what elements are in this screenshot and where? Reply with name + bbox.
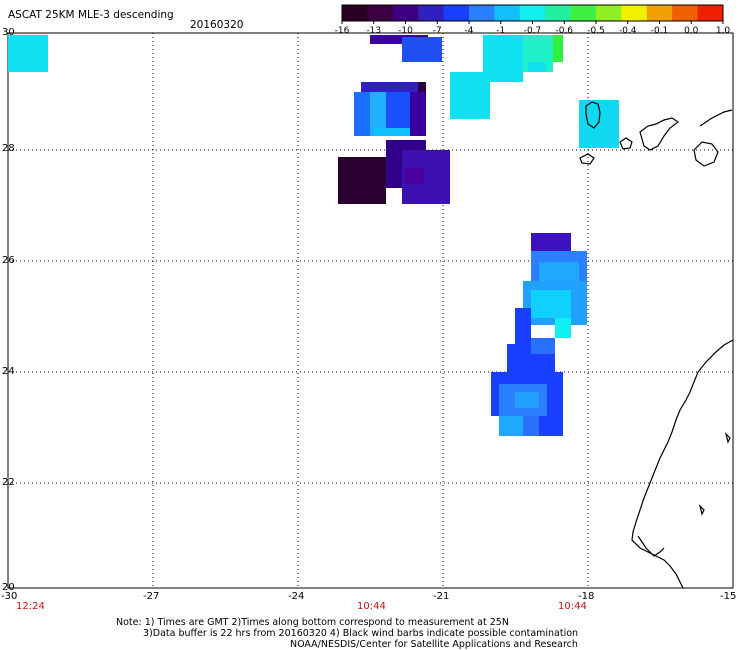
cell <box>553 35 563 62</box>
colorbar-swatch <box>545 5 572 21</box>
colorbar-tick-label: -10 <box>398 26 413 36</box>
product-title: ASCAT 25KM MLE-3 descending <box>8 9 174 21</box>
colorbar-tick-label: -7 <box>433 26 442 36</box>
lat-label-30: 30 <box>2 27 15 38</box>
colorbar-tick-label: 0.0 <box>684 26 699 36</box>
cell <box>450 72 490 119</box>
colorbar-tick-label: -0.1 <box>651 26 669 36</box>
lon-label-24: -24 <box>288 591 305 602</box>
colorbar: -16 -13 -10 -7 -4 -1 -0.7 -0.6 -0.5 -0.4 -0.1 0.0 1.… <box>335 4 731 36</box>
african-coast <box>631 339 734 589</box>
cell <box>338 157 386 204</box>
colorbar-swatch <box>570 5 597 21</box>
cell <box>531 233 571 251</box>
island-tenerife <box>639 117 680 151</box>
island-gran-canaria <box>693 141 719 167</box>
colorbar-tick-label: -0.6 <box>555 26 573 36</box>
colorbar-swatch <box>672 5 699 21</box>
colorbar-swatch <box>342 5 368 21</box>
island-el-hierro <box>579 153 595 165</box>
cell <box>370 35 428 44</box>
colorbar-swatch <box>418 5 445 21</box>
colorbar-swatch <box>443 5 470 21</box>
cell <box>531 338 555 354</box>
lat-label-26: 26 <box>2 255 15 266</box>
coast-detail <box>637 535 665 557</box>
colorbar-swatch <box>367 5 394 21</box>
coast-detail-3 <box>724 432 731 444</box>
time-label: 12:24 <box>16 601 45 612</box>
coast-detail-2 <box>698 504 705 516</box>
lon-label-30: -30 <box>1 591 18 602</box>
island-fuerteventura <box>699 109 733 127</box>
cell <box>539 416 563 436</box>
cell <box>515 392 539 408</box>
cell <box>402 37 442 62</box>
cell <box>515 308 531 348</box>
cell <box>361 82 426 92</box>
colorbar-tick-label: -4 <box>465 26 474 36</box>
colorbar-swatch <box>469 5 495 21</box>
map-frame <box>7 32 734 589</box>
colorbar-swatch <box>519 5 546 21</box>
cell <box>410 92 426 136</box>
colorbar-swatch <box>697 5 724 21</box>
cell <box>8 35 48 72</box>
colorbar-swatch <box>494 5 521 21</box>
lon-label-18: -18 <box>578 591 595 602</box>
colorbar-swatch <box>621 5 648 21</box>
colorbar-tick-label: -0.7 <box>524 26 542 36</box>
time-label: 10:44 <box>558 601 587 612</box>
colorbar-tick-label: -1 <box>496 26 505 36</box>
colorbar-swatch <box>646 5 673 21</box>
cell <box>354 92 370 136</box>
cell <box>404 168 424 184</box>
swath-cells <box>8 35 619 436</box>
note-line-3: NOAA/NESDIS/Center for Satellite Applica… <box>290 639 578 650</box>
colorbar-tick-label: -13 <box>366 26 381 36</box>
coastlines <box>579 101 734 589</box>
island-la-palma <box>585 101 601 129</box>
colorbar-tick-label: -0.5 <box>587 26 605 36</box>
note-line-2: 3)Data buffer is 22 hrs from 20160320 4)… <box>143 628 579 639</box>
product-date: 20160320 <box>190 19 244 31</box>
lat-label-22: 22 <box>2 477 15 488</box>
colorbar-tick-label: -0.4 <box>619 26 637 36</box>
time-label: 10:44 <box>357 601 386 612</box>
cell <box>418 82 426 92</box>
lat-label-20: 20 <box>2 582 15 593</box>
cell <box>374 128 410 136</box>
cell <box>531 290 571 318</box>
colorbar-swatch <box>392 5 419 21</box>
colorbar-tick-label: -16 <box>335 26 350 36</box>
lon-label-21: -21 <box>433 591 450 602</box>
lon-label-27: -27 <box>143 591 160 602</box>
colorbar-swatch <box>596 5 622 21</box>
island-la-gomera <box>619 137 633 150</box>
lat-label-28: 28 <box>2 143 15 154</box>
cell <box>539 262 579 281</box>
lat-label-24: 24 <box>2 366 15 377</box>
cell <box>555 318 571 338</box>
cell <box>370 92 386 136</box>
note-line-1: Note: 1) Times are GMT 2)Times along bot… <box>116 617 509 628</box>
colorbar-tick-label: 1.0 <box>716 26 731 36</box>
cell <box>499 416 523 436</box>
cell <box>528 62 546 72</box>
lon-label-15: -15 <box>720 591 737 602</box>
